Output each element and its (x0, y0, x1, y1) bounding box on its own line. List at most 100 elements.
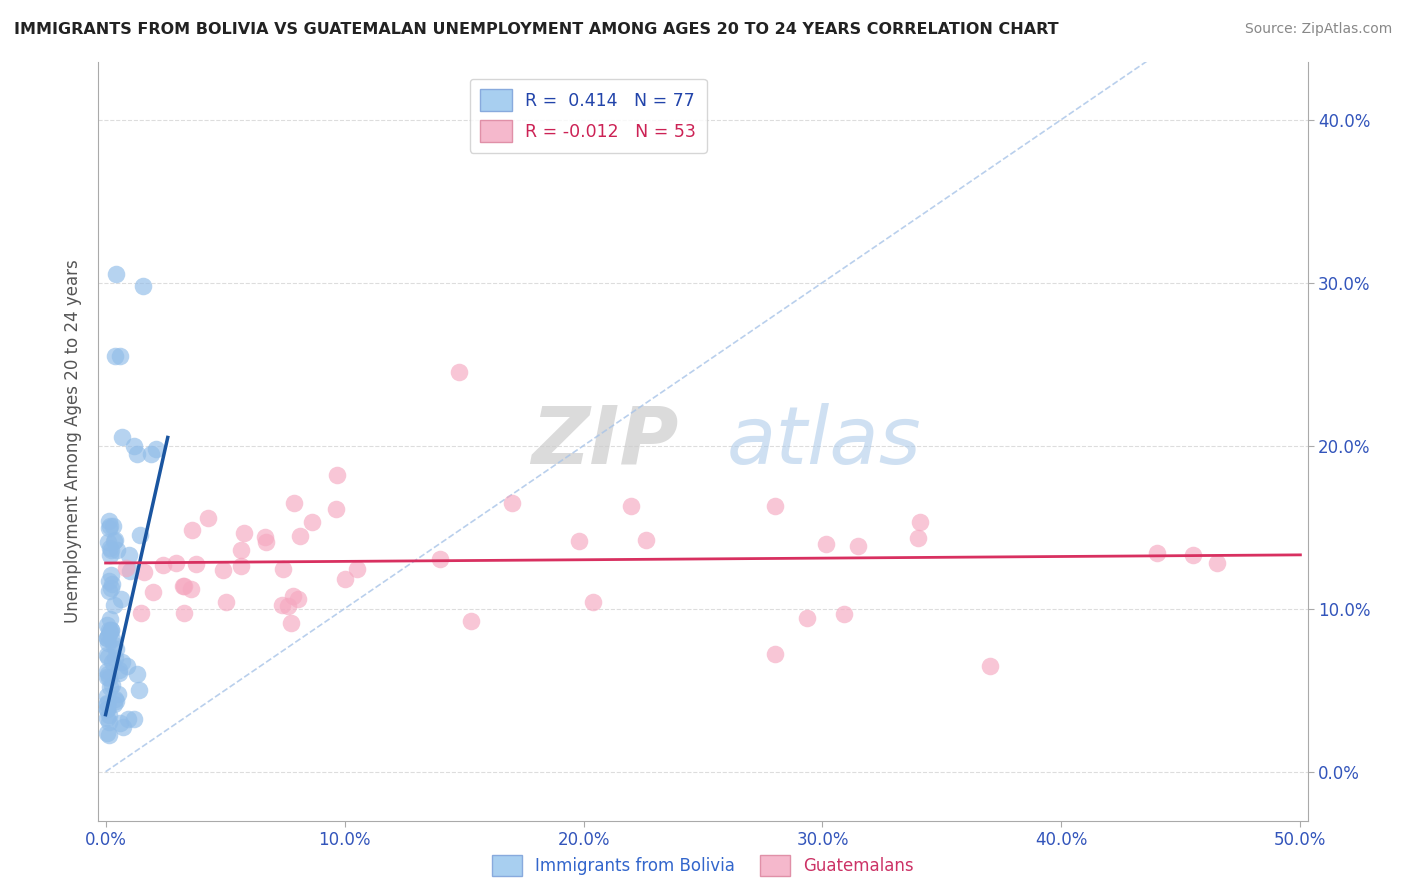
Point (118, 548, 141, 562)
Point (283, 590, 305, 604)
Point (180, 523, 202, 537)
Text: IMMIGRANTS FROM BOLIVIA VS GUATEMALAN UNEMPLOYMENT AMONG AGES 20 TO 24 YEARS COR: IMMIGRANTS FROM BOLIVIA VS GUATEMALAN UN… (14, 22, 1059, 37)
Point (108, 349, 131, 363)
Point (1181, 548, 1204, 562)
Point (104, 651, 127, 665)
Point (97, 521, 120, 535)
Point (301, 515, 323, 529)
Point (108, 715, 131, 730)
Point (212, 563, 235, 577)
Point (115, 659, 138, 673)
Point (568, 534, 591, 549)
Point (145, 442, 167, 456)
Y-axis label: Unemployment Among Ages 20 to 24 years: Unemployment Among Ages 20 to 24 years (65, 260, 83, 624)
Point (129, 528, 152, 542)
Point (908, 516, 931, 530)
Point (907, 531, 929, 545)
Point (277, 599, 299, 613)
Point (111, 720, 134, 734)
Point (214, 595, 236, 609)
Point (103, 638, 125, 652)
Point (96, 631, 118, 645)
Point (100, 567, 122, 582)
Text: ZIP: ZIP (531, 402, 679, 481)
Point (96, 696, 118, 710)
Point (101, 655, 124, 669)
Point (111, 655, 134, 669)
Point (96, 664, 118, 678)
Point (98, 519, 121, 533)
Legend: Immigrants from Bolivia, Guatemalans: Immigrants from Bolivia, Guatemalans (485, 848, 921, 882)
Point (283, 496, 305, 510)
Point (104, 533, 127, 548)
Point (98, 728, 121, 742)
Point (104, 691, 127, 706)
Point (96, 618, 118, 632)
Point (270, 599, 292, 613)
Point (96, 689, 118, 703)
Point (287, 591, 309, 606)
Point (101, 577, 124, 591)
Point (197, 510, 219, 524)
Legend: R =  0.414   N = 77, R = -0.012   N = 53: R = 0.414 N = 77, R = -0.012 N = 53 (470, 78, 707, 153)
Point (96, 702, 118, 716)
Point (620, 499, 643, 513)
Point (501, 496, 523, 510)
Point (115, 561, 138, 575)
Point (108, 664, 131, 678)
Point (97, 671, 120, 685)
Point (100, 543, 122, 558)
Point (271, 561, 294, 575)
Point (131, 278, 153, 293)
Point (152, 558, 174, 572)
Point (128, 682, 150, 697)
Point (139, 447, 162, 461)
Point (96, 725, 118, 739)
Point (111, 430, 134, 444)
Point (229, 543, 252, 558)
Point (429, 552, 451, 566)
Point (125, 667, 148, 681)
Point (172, 579, 194, 593)
Point (105, 268, 128, 282)
Point (173, 607, 195, 621)
Point (97, 628, 120, 642)
Point (288, 529, 311, 543)
Point (1205, 556, 1227, 570)
Point (105, 542, 128, 557)
Point (232, 525, 254, 540)
Text: Source: ZipAtlas.com: Source: ZipAtlas.com (1244, 22, 1392, 37)
Point (100, 581, 122, 595)
Point (97, 715, 120, 730)
Point (103, 697, 125, 711)
Point (117, 712, 139, 726)
Point (104, 694, 127, 708)
Text: atlas: atlas (727, 402, 922, 481)
Point (96, 670, 118, 684)
Point (97, 636, 120, 650)
Point (96, 631, 118, 645)
Point (184, 558, 207, 572)
Point (108, 665, 131, 680)
Point (100, 678, 122, 692)
Point (280, 615, 302, 630)
Point (125, 447, 148, 461)
Point (253, 530, 276, 544)
Point (834, 607, 856, 622)
Point (131, 606, 153, 620)
Point (460, 614, 482, 628)
Point (98, 680, 121, 694)
Point (763, 648, 786, 662)
Point (96, 648, 118, 663)
Point (763, 499, 786, 513)
Point (100, 623, 122, 637)
Point (107, 687, 129, 701)
Point (173, 579, 195, 593)
Point (165, 556, 187, 570)
Point (100, 623, 122, 637)
Point (120, 564, 142, 578)
Point (105, 642, 128, 657)
Point (96, 697, 118, 711)
Point (101, 519, 124, 533)
Point (449, 365, 471, 379)
